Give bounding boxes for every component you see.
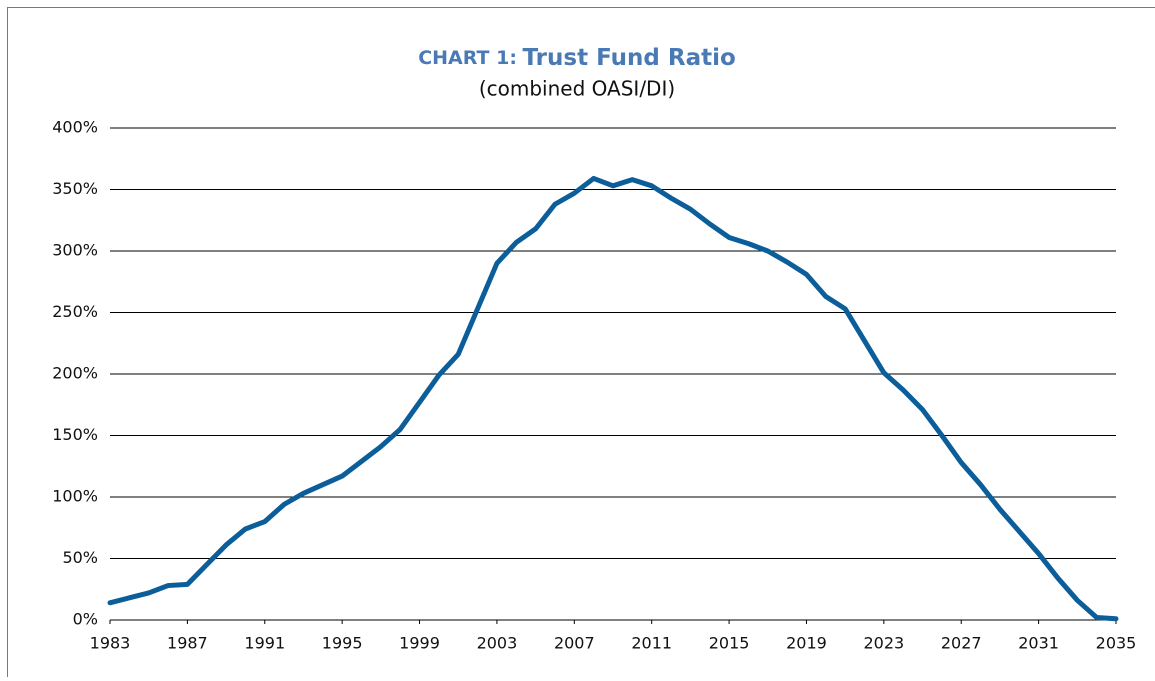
x-tick-label: 2019 bbox=[786, 634, 827, 653]
chart-label: CHART 1: bbox=[418, 47, 517, 69]
chart-title: Trust Fund Ratio bbox=[523, 45, 736, 71]
x-tick-label: 1995 bbox=[322, 634, 363, 653]
y-tick-label: 100% bbox=[52, 487, 98, 506]
x-tick-label: 1987 bbox=[167, 634, 208, 653]
x-tick-label: 1999 bbox=[399, 634, 440, 653]
x-tick-label: 2015 bbox=[709, 634, 750, 653]
y-tick-label: 300% bbox=[52, 241, 98, 260]
line-series bbox=[110, 178, 1116, 618]
y-tick-label: 400% bbox=[52, 118, 98, 137]
x-tick-label: 2027 bbox=[941, 634, 982, 653]
y-tick-label: 350% bbox=[52, 179, 98, 198]
frame bbox=[8, 8, 1155, 678]
chart-subtitle: (combined OASI/DI) bbox=[479, 77, 675, 101]
x-tick-label: 2023 bbox=[863, 634, 904, 653]
x-tick-label: 2011 bbox=[631, 634, 672, 653]
x-tick-label: 1991 bbox=[244, 634, 285, 653]
x-tick-label: 1983 bbox=[90, 634, 131, 653]
x-tick-label: 2035 bbox=[1096, 634, 1137, 653]
x-tick-label: 2007 bbox=[554, 634, 595, 653]
x-tick-label: 2003 bbox=[477, 634, 518, 653]
x-tick-label: 2031 bbox=[1018, 634, 1059, 653]
chart-title-line: CHART 1: Trust Fund Ratio bbox=[418, 45, 736, 71]
y-tick-label: 150% bbox=[52, 425, 98, 444]
y-tick-label: 50% bbox=[62, 548, 98, 567]
y-tick-label: 200% bbox=[52, 364, 98, 383]
y-tick-label: 250% bbox=[52, 302, 98, 321]
y-tick-label: 0% bbox=[73, 610, 98, 629]
